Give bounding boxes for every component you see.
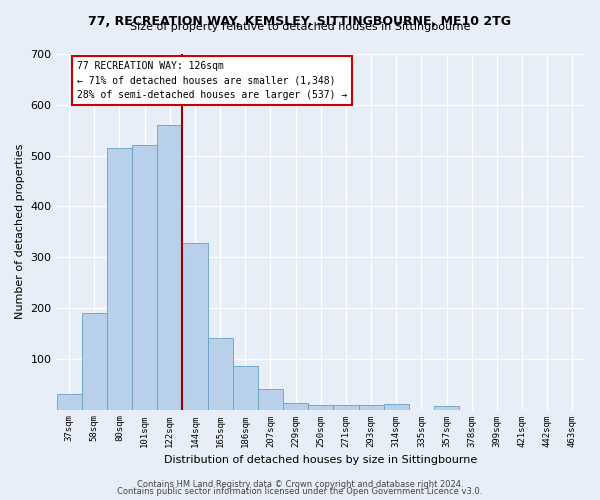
Bar [334,406,359,409]
Bar [383,404,409,409]
Y-axis label: Number of detached properties: Number of detached properties [15,144,25,320]
Bar [359,406,383,409]
X-axis label: Distribution of detached houses by size in Sittingbourne: Distribution of detached houses by size … [164,455,478,465]
Bar [157,125,182,410]
Bar [182,243,208,410]
Text: 77 RECREATION WAY: 126sqm
← 71% of detached houses are smaller (1,348)
28% of se: 77 RECREATION WAY: 126sqm ← 71% of detac… [77,60,347,100]
Bar [434,406,459,409]
Bar [82,313,107,410]
Bar [132,146,157,410]
Bar [308,406,334,409]
Bar [283,403,308,409]
Bar [258,389,283,409]
Text: 77, RECREATION WAY, KEMSLEY, SITTINGBOURNE, ME10 2TG: 77, RECREATION WAY, KEMSLEY, SITTINGBOUR… [89,15,511,28]
Bar [56,394,82,409]
Text: Contains public sector information licensed under the Open Government Licence v3: Contains public sector information licen… [118,487,482,496]
Bar [208,338,233,409]
Bar [107,148,132,409]
Text: Contains HM Land Registry data © Crown copyright and database right 2024.: Contains HM Land Registry data © Crown c… [137,480,463,489]
Bar [233,366,258,410]
Text: Size of property relative to detached houses in Sittingbourne: Size of property relative to detached ho… [130,22,470,32]
